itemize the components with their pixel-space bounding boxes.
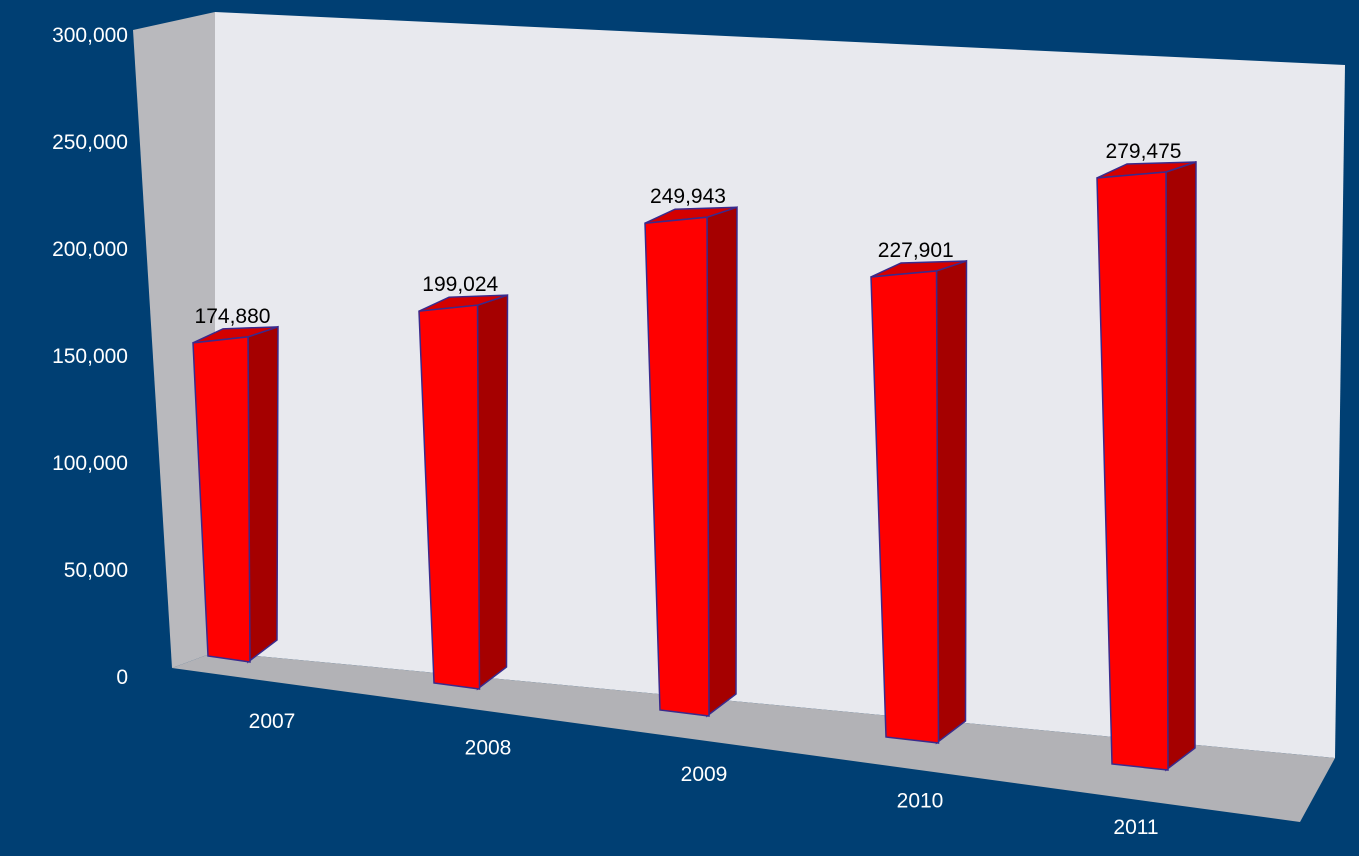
bar-2010: 227,901 [870,239,968,745]
side-wall [133,12,215,668]
floor [172,652,1335,822]
bar-side [1165,160,1197,772]
bar-front [1096,171,1169,771]
bar-2009: 249,943 [644,185,738,718]
y-tick-label: 0 [116,666,128,689]
x-tick-label: 2011 [1113,816,1158,839]
value-label: 249,943 [650,185,726,208]
x-tick-label: 2007 [249,710,296,733]
x-tick-label: 2009 [681,763,728,786]
value-label: 199,024 [422,273,498,296]
value-label: 227,901 [878,239,954,262]
y-axis-ticks: 0 50,000 100,000 150,000 200,000 250,000 300,0… [52,24,128,689]
bar-front [418,304,481,690]
bar-side [935,259,968,745]
bar-side [247,325,279,664]
bar-front [870,270,940,744]
y-tick-label: 50,000 [64,559,128,582]
bar-front [644,216,710,717]
y-tick-label: 200,000 [52,238,128,261]
y-tick-label: 300,000 [52,24,128,47]
value-label: 174,880 [195,305,271,328]
bars: 174,880 199,024 249,943 227,901 279,475 [192,140,1197,772]
bar-side [476,294,509,691]
bar-2011: 279,475 [1096,140,1197,772]
x-axis-ticks: 2007 2008 2009 2010 2011 [249,710,1159,839]
y-tick-label: 250,000 [52,131,128,154]
bar-side [706,206,738,718]
y-tick-label: 100,000 [52,452,128,475]
value-label: 279,475 [1106,140,1182,163]
bar-front [192,336,251,663]
bar-2007: 174,880 [192,305,279,664]
y-tick-label: 150,000 [52,345,128,368]
bar-2008: 199,024 [418,273,509,691]
x-tick-label: 2008 [465,737,512,760]
x-tick-label: 2010 [897,790,944,813]
